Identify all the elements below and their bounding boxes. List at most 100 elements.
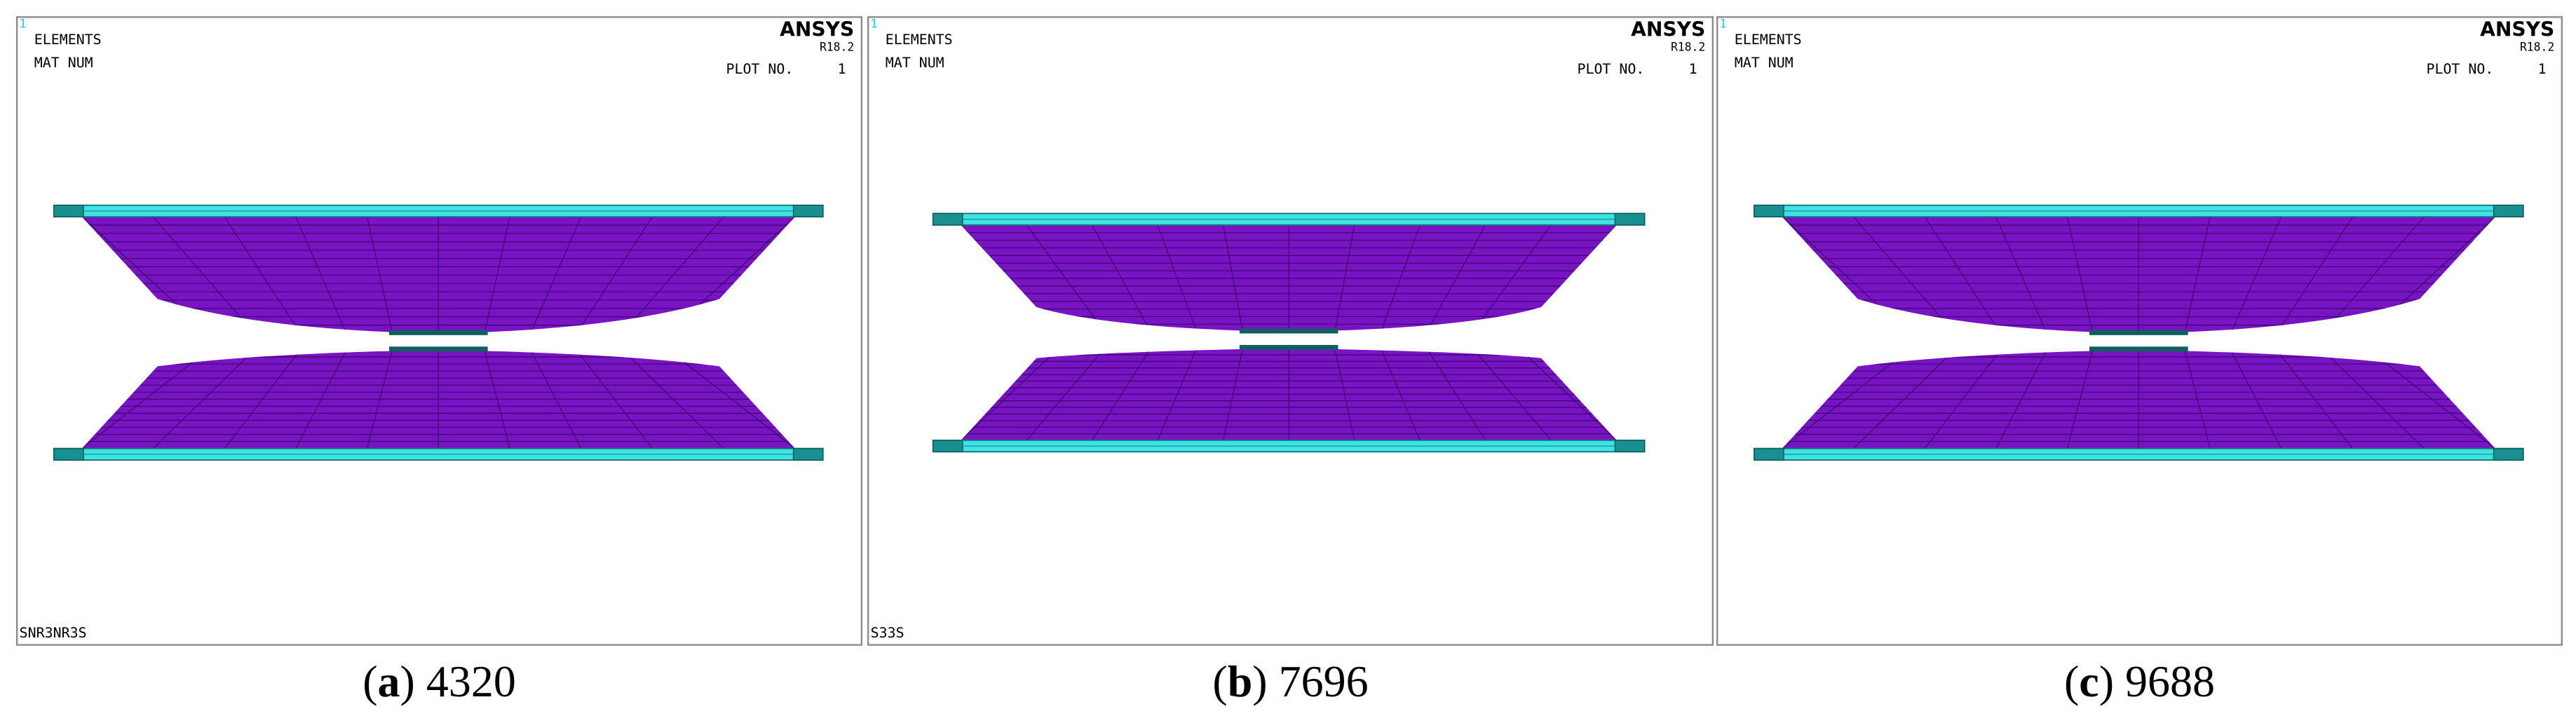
mesh-line <box>1380 224 1421 332</box>
corner-id: 1 <box>1720 18 1727 31</box>
plate-end <box>2493 205 2524 217</box>
plot-label: PLOT NO. <box>726 61 793 77</box>
mesh-line <box>1026 224 1106 332</box>
contact-patch <box>389 330 488 335</box>
brand: ANSYS <box>780 18 854 41</box>
contact-patch <box>2089 330 2188 335</box>
mesh-line <box>1157 348 1198 440</box>
caption-close: ) <box>400 656 415 706</box>
mesh-line <box>530 349 582 449</box>
mesh-line <box>2322 217 2425 334</box>
mesh-line <box>1426 348 1486 440</box>
mesh-line <box>1472 348 1552 440</box>
caption: (c) 9688 <box>1716 656 2563 708</box>
plate-end <box>1614 212 1646 226</box>
caption-value: 4320 <box>426 656 516 706</box>
caption-letter: a <box>377 656 400 706</box>
mesh-line <box>1518 348 1617 440</box>
mesh-line <box>1334 224 1355 332</box>
plate-end <box>792 205 824 217</box>
footer: SNR3NR3S <box>20 625 87 641</box>
contact-patch <box>1239 344 1338 350</box>
mesh-line <box>367 217 393 334</box>
mesh-line <box>484 217 510 334</box>
mesh-line <box>367 349 393 449</box>
plot-title: ELEMENTS <box>886 32 953 48</box>
plot-subtitle: MAT NUM <box>886 55 944 71</box>
mesh-line <box>2184 349 2211 449</box>
caption-letter: c <box>2079 656 2099 706</box>
mesh-line <box>1472 224 1552 332</box>
mesh-line <box>576 349 653 449</box>
contact-patch <box>389 346 488 352</box>
mesh-line <box>622 349 724 449</box>
plate-end <box>1754 447 1784 461</box>
mesh-line <box>1782 349 1909 449</box>
mesh-line <box>295 217 347 334</box>
plate-end <box>1754 205 1784 217</box>
mesh-line <box>1334 348 1355 440</box>
mesh-line <box>295 349 347 449</box>
mesh-line <box>576 217 653 334</box>
mesh-line <box>1157 224 1198 332</box>
plate-end <box>2493 447 2524 461</box>
mesh-line <box>1924 349 2001 449</box>
mesh-line <box>1223 224 1244 332</box>
footer: S33S <box>871 625 904 641</box>
mesh-line <box>2067 217 2094 334</box>
caption-open: ( <box>362 656 378 706</box>
plate-end <box>1614 440 1646 452</box>
mesh-line <box>1995 349 2047 449</box>
caption-close: ) <box>2099 656 2115 706</box>
mesh-line <box>484 349 510 449</box>
mesh-line <box>1092 224 1151 332</box>
mesh-line <box>224 349 301 449</box>
contact-patch <box>2089 346 2188 352</box>
mesh <box>81 349 795 449</box>
mesh-line <box>668 349 795 449</box>
caption: (a) 4320 <box>16 656 862 708</box>
caption-value: 7696 <box>1278 656 1369 706</box>
plate-end <box>933 212 963 226</box>
caption-close: ) <box>1252 656 1268 706</box>
caption-value: 9688 <box>2125 656 2216 706</box>
caption-letter: b <box>1227 656 1253 706</box>
mesh-line <box>2067 349 2094 449</box>
mesh-line <box>1853 349 1955 449</box>
mesh <box>81 217 795 334</box>
mesh-line <box>1223 348 1244 440</box>
mesh-line <box>81 349 209 449</box>
plate-end <box>792 447 824 461</box>
mesh-line <box>961 348 1059 440</box>
mesh-line <box>224 217 301 334</box>
mesh-line <box>2230 349 2282 449</box>
mesh <box>1782 349 2495 449</box>
mesh-line <box>1995 217 2047 334</box>
corner-id: 1 <box>20 18 27 31</box>
mesh-line <box>1924 217 2001 334</box>
mesh-line <box>153 217 255 334</box>
caption-open: ( <box>2063 656 2080 706</box>
version: R18.2 <box>1671 40 1705 53</box>
plot-subtitle: MAT NUM <box>1735 55 1794 71</box>
plot-number: 1 <box>1689 61 1697 77</box>
plot-label: PLOT NO. <box>1577 61 1644 77</box>
mesh-line <box>622 217 724 334</box>
plate-end <box>53 205 84 217</box>
mesh-line <box>2276 217 2353 334</box>
mesh-line <box>1026 348 1106 440</box>
version: R18.2 <box>2520 40 2554 53</box>
mesh-line <box>1380 348 1421 440</box>
corner-id: 1 <box>871 18 878 31</box>
plot-number: 1 <box>2538 61 2547 77</box>
mesh-line <box>2230 217 2282 334</box>
mesh-line <box>1853 217 1955 334</box>
mesh-line <box>1426 224 1486 332</box>
brand: ANSYS <box>1631 18 1705 41</box>
mesh-line <box>2184 217 2211 334</box>
mesh-line <box>2368 349 2495 449</box>
